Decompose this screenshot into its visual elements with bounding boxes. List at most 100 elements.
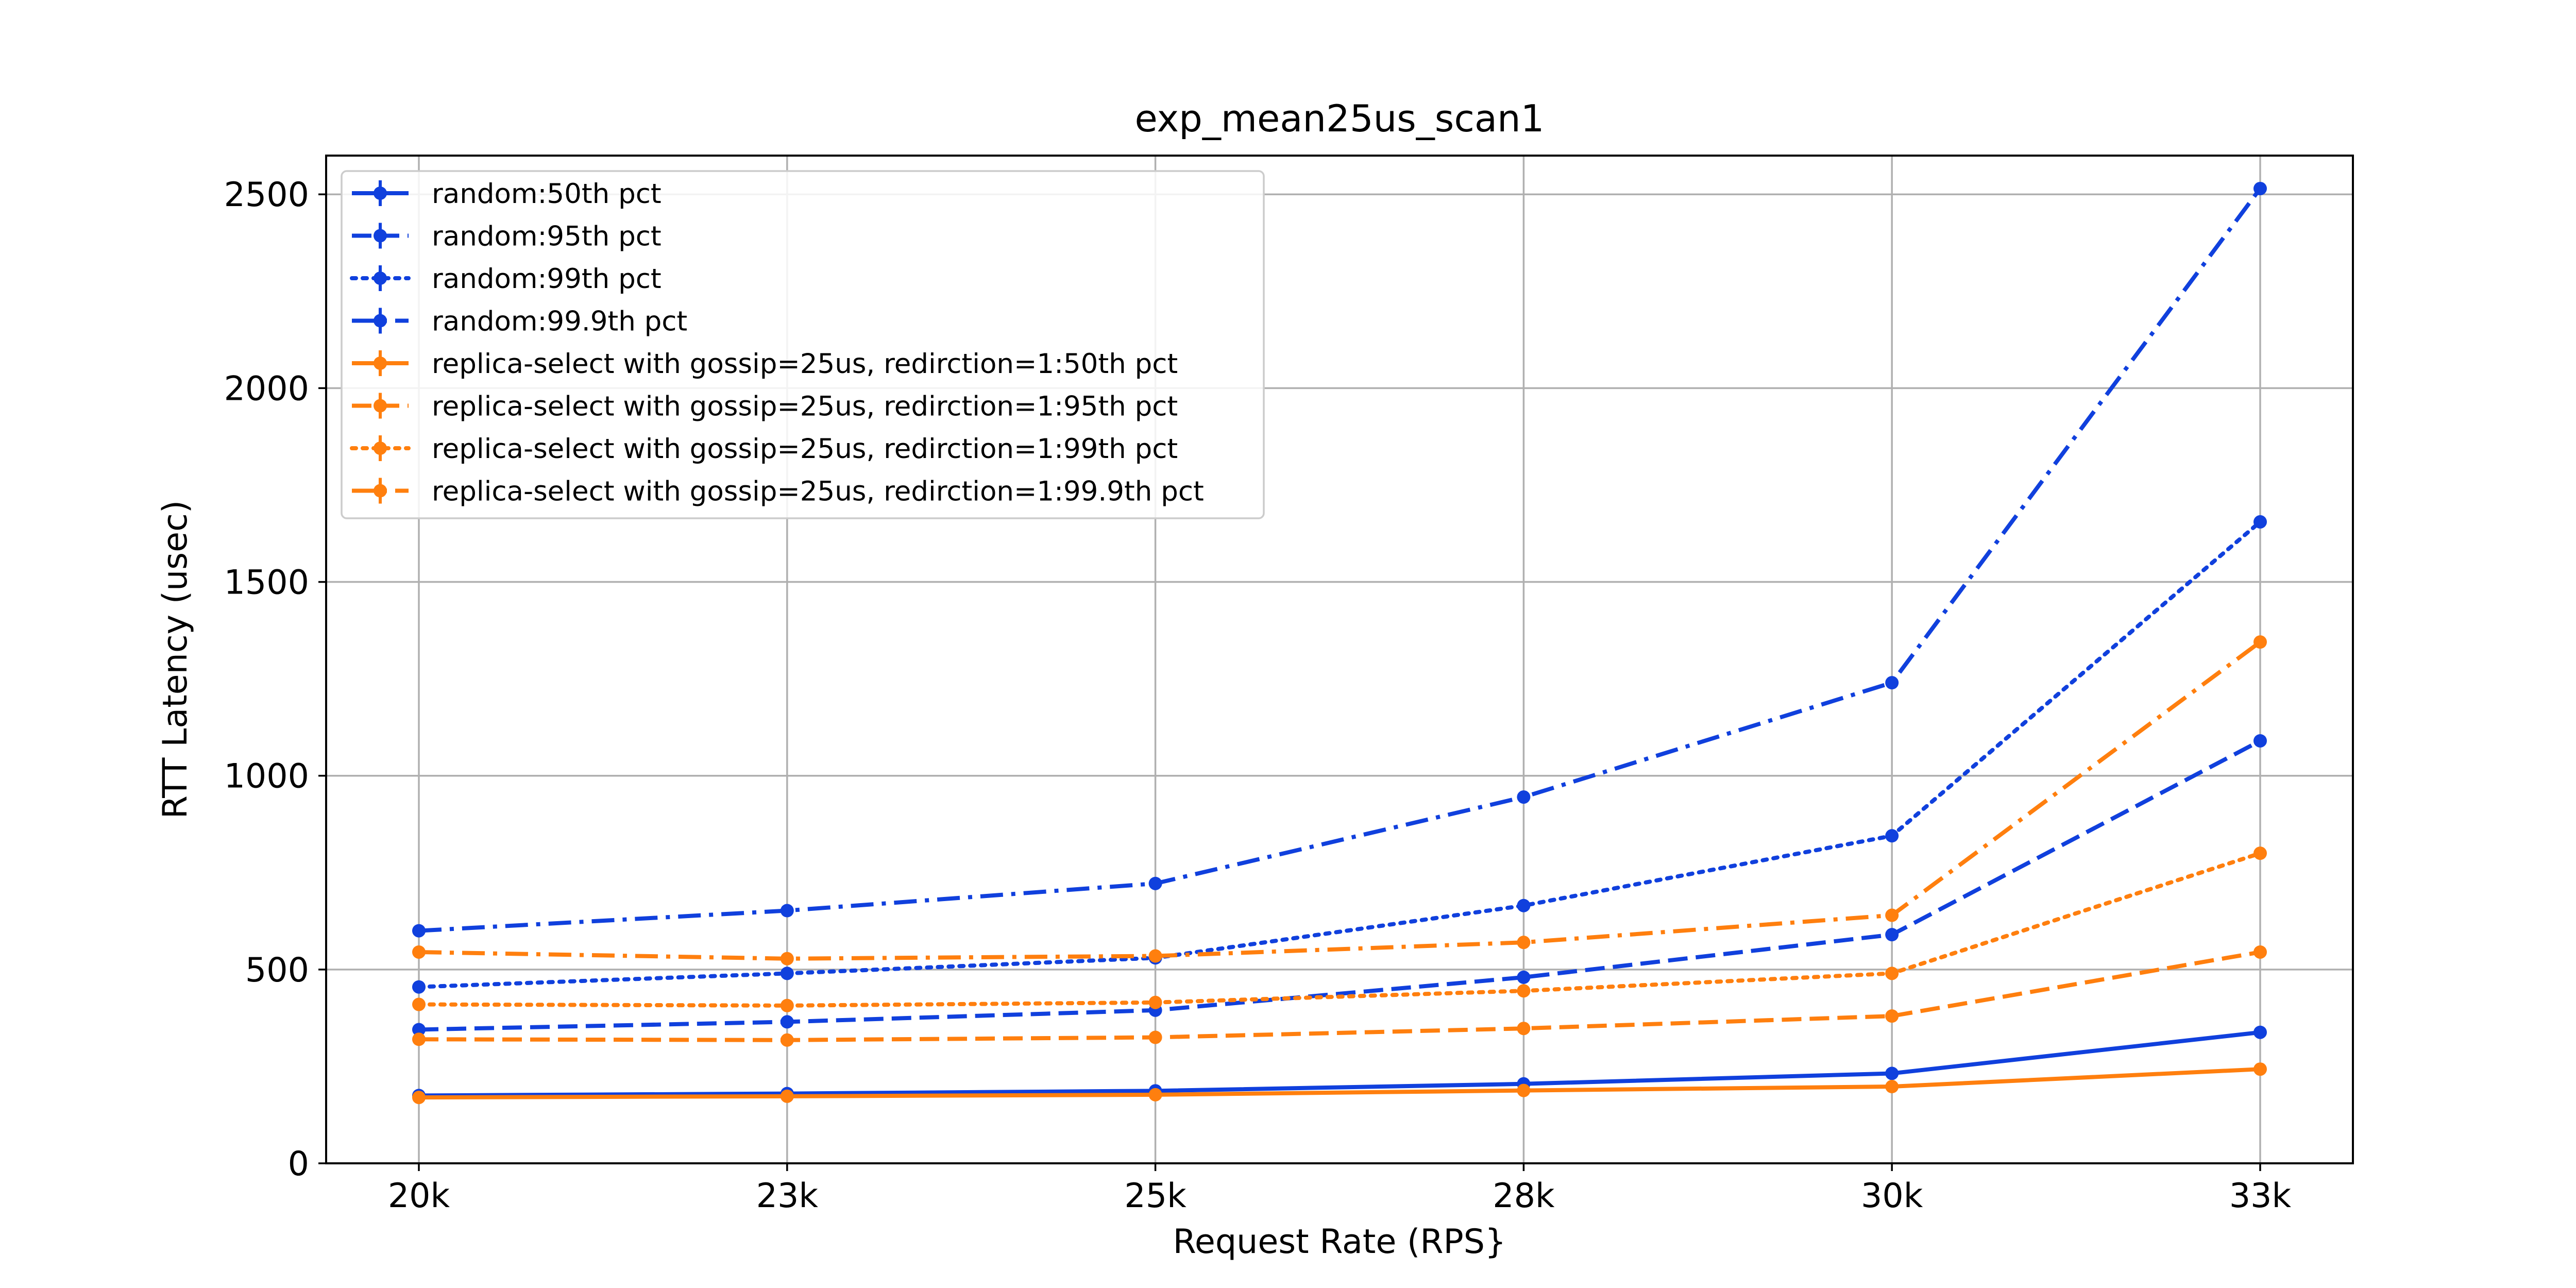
data-point [1517,1083,1531,1097]
series-line [418,1030,2261,1098]
data-point [2253,515,2267,529]
legend-label: random:99th pct [432,263,662,295]
series-7 [412,846,2267,1012]
data-point [1517,790,1531,804]
legend-item: replica-select with gossip=25us, redirct… [352,348,1178,380]
data-point [1885,829,1899,843]
y-tick-label: 2500 [224,176,309,214]
data-point [1885,1009,1899,1023]
data-point [412,945,426,959]
series-2 [412,734,2267,1037]
plot-frame [325,155,2354,1164]
y-tick-label: 1500 [224,564,309,602]
series-line [418,950,2261,1042]
legend-item: random:99th pct [350,263,662,295]
data-point [412,997,426,1011]
data-point [1885,676,1899,690]
data-point [1517,1022,1531,1036]
data-point [1148,1030,1162,1044]
legend-swatch-marker [374,399,387,413]
legend-swatch-marker [374,484,387,498]
data-point [412,980,426,994]
legend-label: replica-select with gossip=25us, redirct… [432,391,1178,422]
y-tick-label: 0 [288,1145,309,1183]
data-point [1148,876,1162,890]
legend-label: replica-select with gossip=25us, redirct… [432,433,1178,465]
series-line [418,187,2262,933]
legend-label: random:50th pct [432,178,662,210]
series-4 [412,181,2267,938]
data-point [2253,846,2267,860]
data-point [1517,936,1531,950]
legend-item: random:95th pct [352,221,662,252]
legend-item: random:50th pct [352,178,662,210]
y-axis-label: RTT Latency (usec) [156,500,195,819]
data-point [2253,181,2267,195]
data-point [780,952,794,965]
legend-item: replica-select with gossip=25us, redirct… [350,433,1178,465]
x-tick-label: 23k [756,1177,819,1215]
data-point [2253,635,2267,649]
legend-label: random:99.9th pct [432,306,687,337]
data-point [780,998,794,1012]
series-line [417,851,2262,1008]
data-point [780,967,794,980]
data-point [1148,995,1162,1009]
legend-item: replica-select with gossip=25us, redirct… [352,476,1204,507]
series-8 [412,635,2267,965]
data-point [1885,928,1899,942]
data-point [1885,967,1899,980]
x-tick-label: 33k [2229,1177,2292,1215]
data-point [1885,908,1899,922]
series-line [418,739,2261,1032]
data-point [412,1023,426,1037]
series-layer [412,181,2267,1105]
x-tick-label: 30k [1861,1177,1923,1215]
series-6 [412,945,2267,1047]
series-line [418,640,2262,961]
data-point [2253,1025,2267,1039]
data-point [2253,945,2267,959]
data-point [412,1032,426,1046]
data-point [412,924,426,938]
x-tick-label: 20k [388,1177,450,1215]
series-line [417,519,2262,989]
data-point [1148,1088,1162,1101]
legend-label: random:95th pct [432,221,662,252]
y-tick-label: 2000 [224,369,309,408]
data-point [780,1089,794,1103]
data-point [2253,734,2267,748]
data-point [1517,899,1531,912]
data-point [2253,1062,2267,1076]
y-tick-label: 500 [245,951,309,990]
data-point [412,1091,426,1105]
legend-swatch-marker [374,272,387,285]
legend-item: replica-select with gossip=25us, redirct… [352,391,1178,422]
legend: random:50th pct random:95th pct random:99t… [341,170,1265,519]
legend-swatch-marker [374,229,387,243]
legend-swatch-marker [374,357,387,370]
data-point [1885,1080,1899,1094]
legend-label: replica-select with gossip=25us, redirct… [432,348,1178,380]
x-tick-label: 25k [1124,1177,1187,1215]
series-line [418,1067,2261,1100]
data-point [1885,1066,1899,1080]
x-tick-label: 28k [1493,1177,1555,1215]
data-point [780,904,794,918]
y-tick-label: 1000 [224,757,309,796]
x-axis-label: Request Rate (RPS} [1173,1223,1506,1261]
series-5 [412,1062,2267,1105]
chart-title: exp_mean25us_scan1 [1135,97,1545,140]
axes: 20k 23k 25k 28k 30k 33k 0 500 1000 1500 2000 2500 [224,176,2292,1215]
legend-label: replica-select with gossip=25us, redirct… [432,476,1204,507]
data-point [780,1033,794,1047]
legend-swatch-marker [374,442,387,455]
data-point [780,1015,794,1029]
data-point [1148,949,1162,963]
legend-box [341,170,1265,519]
data-point [1517,970,1531,984]
legend-swatch-marker [374,187,387,200]
data-point [1517,984,1531,998]
legend-item: random:99.9th pct [352,306,687,337]
